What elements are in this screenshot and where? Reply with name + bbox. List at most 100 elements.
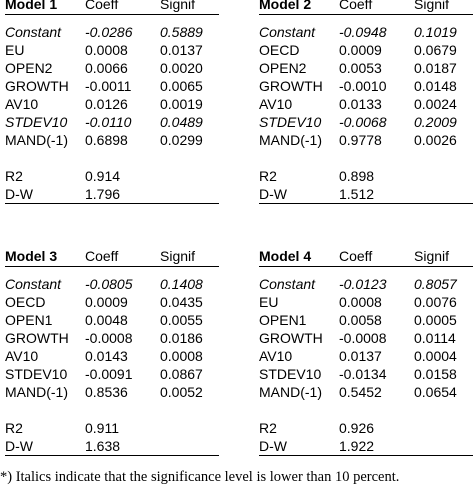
stat-value: 1.512	[339, 186, 375, 202]
signif-header: Signif	[414, 0, 450, 12]
variable-row: OECD 0.0009 0.0435	[5, 293, 219, 311]
variable-row: OECD 0.0009 0.0679	[259, 41, 473, 59]
signif-value: 0.8057	[414, 276, 457, 292]
variable-row: AV10 0.0143 0.0008	[5, 347, 219, 365]
spacer	[5, 15, 219, 23]
stat-row: R2 0.926	[259, 419, 473, 437]
variable-row: OPEN1 0.0058 0.0005	[259, 311, 473, 329]
coeff-value: -0.0286	[85, 24, 133, 40]
stat-value: 0.926	[339, 420, 375, 436]
coeff-value: -0.0008	[85, 330, 133, 346]
variable-name: OPEN1	[259, 312, 307, 328]
variable-row: MAND(-1) 0.9778 0.0026	[259, 131, 473, 149]
variable-name: STDEV10	[259, 114, 322, 130]
variable-row: STDEV10 -0.0134 0.0158	[259, 365, 473, 383]
stat-row: R2 0.914	[5, 167, 219, 185]
signif-value: 0.0026	[414, 132, 457, 148]
variable-row: EU 0.0008 0.0137	[5, 41, 219, 59]
variable-row: MAND(-1) 0.6898 0.0299	[5, 131, 219, 149]
variable-name: OECD	[259, 42, 300, 58]
variable-row: Constant -0.0805 0.1408	[5, 275, 219, 293]
variable-name: EU	[259, 294, 279, 310]
model-2-table: Model 2 Coeff Signif Constant -0.0948 0.1019 O…	[259, 0, 473, 204]
stat-name: R2	[259, 420, 277, 436]
coeff-value: 0.9778	[339, 132, 382, 148]
variable-name: GROWTH	[5, 78, 69, 94]
variable-row: STDEV10 -0.0110 0.0489	[5, 113, 219, 131]
coeff-value: 0.5452	[339, 384, 382, 400]
table-header-row: Model 2 Coeff Signif	[259, 0, 473, 15]
footnote: *) Italics indicate that the significanc…	[0, 469, 400, 485]
variable-name: MAND(-1)	[5, 132, 68, 148]
variable-row: MAND(-1) 0.5452 0.0654	[259, 383, 473, 401]
coeff-header: Coeff	[85, 248, 119, 264]
spacer	[259, 401, 473, 419]
model-title: Model 4	[259, 248, 312, 264]
coeff-value: -0.0010	[339, 78, 387, 94]
coeff-value: -0.0134	[339, 366, 387, 382]
variable-name: GROWTH	[5, 330, 69, 346]
variable-row: AV10 0.0133 0.0024	[259, 95, 473, 113]
variable-row: Constant -0.0286 0.5889	[5, 23, 219, 41]
variable-row: STDEV10 -0.0091 0.0867	[5, 365, 219, 383]
coeff-value: 0.0008	[339, 294, 382, 310]
model-4-table: Model 4 Coeff Signif Constant -0.0123 0.8057 E…	[259, 246, 473, 456]
coeff-value: 0.0137	[339, 348, 382, 364]
variable-name: OPEN2	[5, 60, 53, 76]
signif-value: 0.0679	[414, 42, 457, 58]
spacer	[259, 149, 473, 167]
signif-value: 0.0020	[160, 60, 203, 76]
signif-value: 0.0114	[414, 330, 456, 346]
signif-value: 0.0055	[160, 312, 203, 328]
variable-row: Constant -0.0123 0.8057	[259, 275, 473, 293]
variable-name: Constant	[5, 24, 62, 40]
signif-value: 0.0186	[160, 330, 203, 346]
signif-value: 0.0024	[414, 96, 457, 112]
stat-value: 0.911	[85, 420, 119, 436]
stat-row: D-W 1.922	[259, 437, 473, 456]
coeff-header: Coeff	[339, 248, 373, 264]
stat-row: R2 0.911	[5, 419, 219, 437]
coeff-value: -0.0091	[85, 366, 133, 382]
signif-value: 0.0019	[160, 96, 203, 112]
signif-value: 0.0299	[160, 132, 203, 148]
coeff-value: -0.0805	[85, 276, 133, 292]
model-3-table: Model 3 Coeff Signif Constant -0.0805 0.1408 O…	[5, 246, 219, 456]
signif-header: Signif	[160, 0, 196, 12]
signif-value: 0.0148	[414, 78, 457, 94]
coeff-header: Coeff	[339, 0, 373, 12]
model-title: Model 2	[259, 0, 312, 12]
model-1-table: Model 1 Coeff Signif Constant -0.0286 0.5889 E…	[5, 0, 219, 204]
spacer	[5, 149, 219, 167]
signif-value: 0.2009	[414, 114, 457, 130]
stat-name: D-W	[259, 186, 287, 202]
signif-value: 0.0158	[414, 366, 457, 382]
signif-value: 0.0065	[160, 78, 203, 94]
spacer	[259, 267, 473, 275]
variable-row: AV10 0.0126 0.0019	[5, 95, 219, 113]
signif-value: 0.0004	[414, 348, 457, 364]
variable-name: EU	[5, 42, 25, 58]
signif-value: 0.0489	[160, 114, 203, 130]
variable-row: GROWTH -0.0010 0.0148	[259, 77, 473, 95]
variable-name: Constant	[259, 276, 316, 292]
stat-name: R2	[259, 168, 277, 184]
signif-header: Signif	[414, 248, 450, 264]
coeff-value: -0.0948	[339, 24, 387, 40]
coeff-value: 0.8536	[85, 384, 128, 400]
signif-value: 0.1408	[160, 276, 203, 292]
signif-value: 0.0435	[160, 294, 203, 310]
variable-row: GROWTH -0.0011 0.0065	[5, 77, 219, 95]
variable-name: OPEN1	[5, 312, 53, 328]
table-header-row: Model 4 Coeff Signif	[259, 246, 473, 267]
variable-name: Constant	[259, 24, 316, 40]
coeff-value: 0.0009	[339, 42, 382, 58]
stat-row: D-W 1.638	[5, 437, 219, 456]
variable-name: GROWTH	[259, 78, 323, 94]
stat-value: 1.796	[85, 186, 121, 202]
variable-name: AV10	[259, 348, 293, 364]
signif-value: 0.0008	[160, 348, 203, 364]
stat-row: D-W 1.512	[259, 185, 473, 204]
coeff-value: 0.0053	[339, 60, 382, 76]
variable-name: AV10	[5, 348, 39, 364]
